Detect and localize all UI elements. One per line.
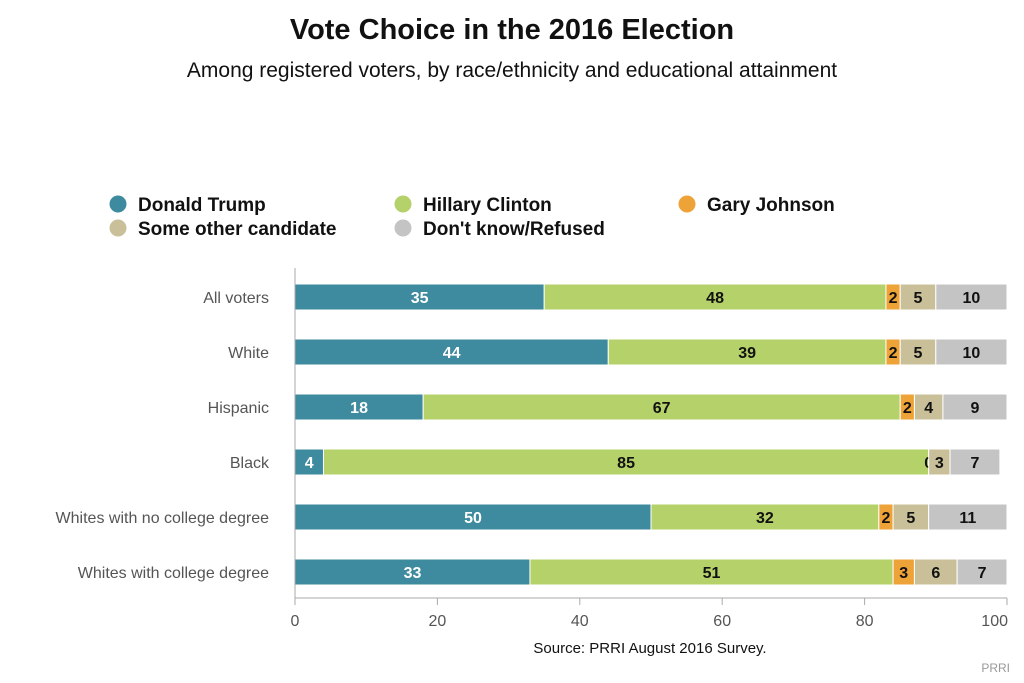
data-label-some-other-candidate: 6 (931, 565, 940, 582)
bar-row-all-voters: 35 48 2 5 10 (295, 284, 1007, 310)
data-label-hillary-clinton: 51 (703, 565, 721, 582)
chart-bars: 3548251044392510186724948503750322511335… (295, 284, 1007, 585)
legend-label-gary-johnson: Gary Johnson (707, 195, 835, 216)
data-label-donald-trump: 44 (443, 345, 461, 362)
data-label-gary-johnson: 2 (889, 290, 898, 307)
legend-swatch-donald-trump (110, 196, 127, 213)
bar-row-whites-with-college-degree: 33 51 3 6 7 (295, 559, 1007, 585)
legend-swatch-don-t-know-refused (395, 220, 412, 237)
y-axis-labels: All voters White Hispanic Black Whites with … (56, 290, 270, 582)
data-label-don-t-know-refused: 9 (971, 400, 980, 417)
data-label-gary-johnson: 2 (882, 510, 891, 527)
data-label-don-t-know-refused: 7 (978, 565, 987, 582)
data-label-hillary-clinton: 32 (756, 510, 774, 527)
data-label-some-other-candidate: 3 (935, 455, 944, 472)
credit-label: PRRI (981, 661, 1010, 675)
y-label-white: White (228, 345, 269, 362)
data-label-gary-johnson: 2 (903, 400, 912, 417)
data-label-hillary-clinton: 67 (653, 400, 671, 417)
x-tick-label: 80 (856, 613, 874, 630)
source-note: Source: PRRI August 2016 Survey. (300, 640, 1000, 657)
data-label-donald-trump: 50 (464, 510, 482, 527)
x-tick-label: 0 (291, 613, 300, 630)
data-label-don-t-know-refused: 10 (963, 290, 981, 307)
stacked-bar-chart: Donald Trump Hillary Clinton Gary Johnson S… (0, 0, 1024, 683)
x-tick-label: 40 (571, 613, 589, 630)
data-label-hillary-clinton: 39 (738, 345, 756, 362)
data-label-don-t-know-refused: 10 (963, 345, 981, 362)
y-label-black: Black (230, 455, 270, 472)
x-tick-label: 100 (981, 613, 1008, 630)
x-tick-label: 20 (429, 613, 447, 630)
legend-swatch-gary-johnson (679, 196, 696, 213)
data-label-donald-trump: 4 (305, 455, 314, 472)
data-label-some-other-candidate: 4 (924, 400, 933, 417)
legend-label-hillary-clinton: Hillary Clinton (423, 195, 552, 216)
legend-swatch-hillary-clinton (395, 196, 412, 213)
data-label-don-t-know-refused: 7 (971, 455, 980, 472)
data-label-gary-johnson: 2 (889, 345, 898, 362)
y-label-whites-with-no-college-degree: Whites with no college degree (56, 510, 270, 527)
legend-label-some-other-candidate: Some other candidate (138, 219, 337, 240)
x-tick-label: 60 (713, 613, 731, 630)
bar-row-hispanic: 18 67 2 4 9 (295, 394, 1007, 420)
legend-label-don-t-know-refused: Don't know/Refused (423, 219, 605, 240)
chart-legend: Donald Trump Hillary Clinton Gary Johnson S… (110, 195, 835, 240)
data-label-gary-johnson: 3 (899, 565, 908, 582)
data-label-some-other-candidate: 5 (914, 290, 923, 307)
data-label-donald-trump: 18 (350, 400, 368, 417)
bar-row-white: 44 39 2 5 10 (295, 339, 1007, 365)
bar-row-whites-with-no-college-degree: 50 32 2 5 11 (295, 504, 1007, 530)
y-label-all-voters: All voters (203, 290, 269, 307)
y-label-whites-with-college-degree: Whites with college degree (78, 565, 269, 582)
y-label-hispanic: Hispanic (208, 400, 269, 417)
data-label-some-other-candidate: 5 (906, 510, 915, 527)
data-label-some-other-candidate: 5 (914, 345, 923, 362)
bar-row-black: 485037 (295, 449, 1000, 475)
data-label-donald-trump: 33 (404, 565, 422, 582)
data-label-hillary-clinton: 85 (617, 455, 635, 472)
data-label-donald-trump: 35 (411, 290, 429, 307)
data-label-hillary-clinton: 48 (706, 290, 724, 307)
legend-label-donald-trump: Donald Trump (138, 195, 266, 216)
data-label-don-t-know-refused: 11 (959, 510, 976, 527)
legend-swatch-some-other-candidate (110, 220, 127, 237)
